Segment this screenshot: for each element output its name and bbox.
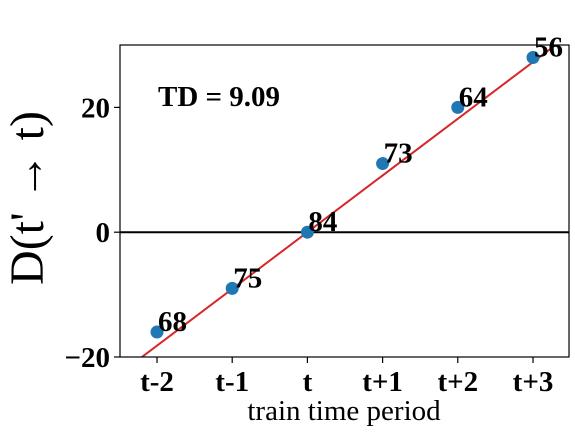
- data-point: [225, 281, 239, 295]
- x-tick-label: t-2: [140, 366, 174, 398]
- y-axis-label: D(t' → t): [1, 111, 54, 285]
- x-tick-label: t+2: [437, 366, 478, 398]
- x-tick-label: t-1: [215, 366, 249, 398]
- x-tick-label: t: [303, 366, 313, 398]
- data-point: [150, 325, 164, 339]
- data-label: 68: [158, 306, 187, 338]
- data-label: 84: [308, 206, 337, 238]
- x-axis-label: train time period: [247, 395, 441, 427]
- data-label: 56: [534, 31, 563, 63]
- fit-line: [140, 45, 558, 357]
- data-point: [300, 225, 314, 239]
- data-point: [451, 100, 465, 114]
- y-tick-label: 20: [81, 92, 110, 124]
- data-label: 64: [459, 81, 488, 113]
- fit-annotation: TD = 9.09: [158, 81, 280, 113]
- x-tick-label: t+1: [362, 366, 403, 398]
- plot-area: 68 75 84 73 64 56 t-2 t-1 t t+1 t+2 t+3 −20 0 20: [64, 31, 570, 398]
- y-tick-label: −20: [64, 342, 110, 374]
- data-label: 73: [384, 138, 413, 170]
- data-point: [376, 157, 390, 171]
- y-tick-label: 0: [96, 217, 111, 249]
- axes-frame: [119, 44, 570, 358]
- data-label: 75: [233, 262, 262, 294]
- data-point: [526, 50, 540, 64]
- x-tick-label: t+3: [513, 366, 554, 398]
